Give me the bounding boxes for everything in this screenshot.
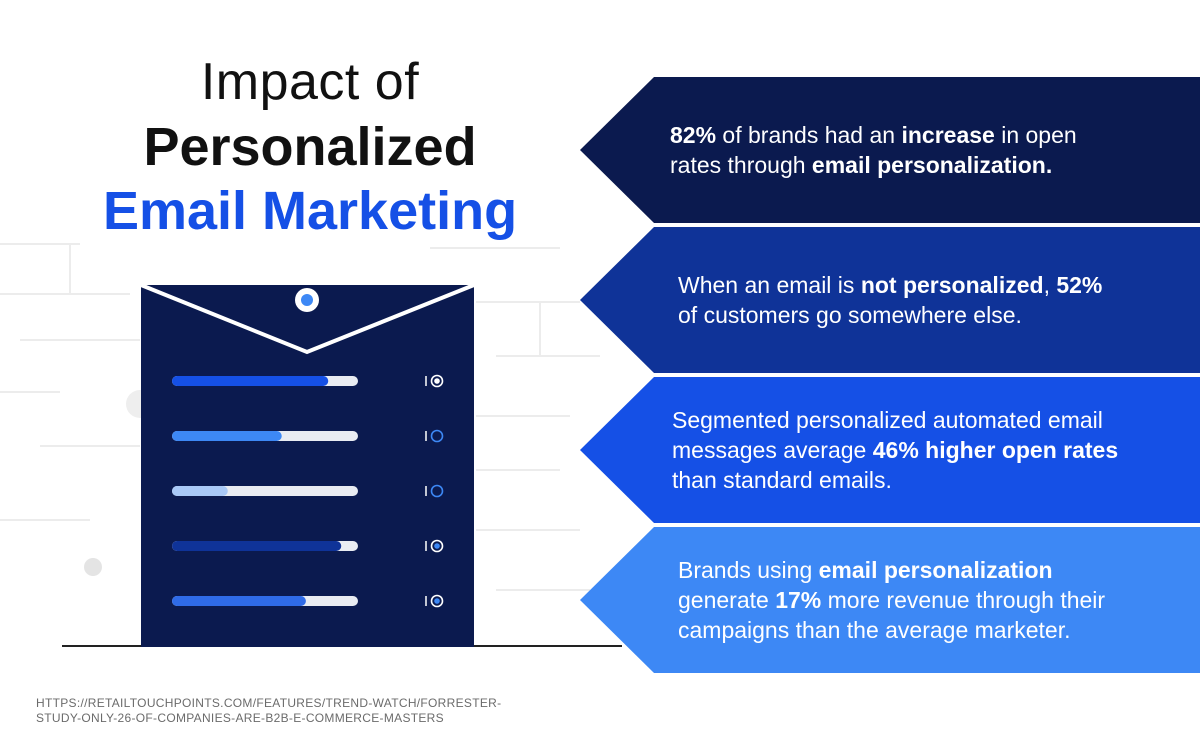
stat-highlight: increase (901, 122, 995, 148)
radio-icon (430, 539, 444, 553)
stat-text-segment: campaigns than the average marketer. (678, 617, 1071, 643)
envelope-body (141, 285, 474, 647)
envelope-progress-fill (172, 541, 342, 551)
stat-highlight: 82% (670, 122, 717, 148)
stat-highlight: 17% (775, 587, 822, 613)
stat-text-segment: rates through (670, 152, 812, 178)
stat-text-4: Brands using email personalization genera… (678, 527, 1105, 673)
stat-text-segment: of brands had an (716, 122, 902, 148)
radio-dot-icon (434, 543, 440, 549)
stat-banner-3: Segmented personalized automated email me… (580, 377, 1200, 523)
stat-highlight: not personalized (860, 272, 1044, 298)
stat-text-1: 82% of brands had an increase in open rat… (670, 77, 1077, 223)
envelope-progress-fill (172, 431, 282, 441)
stat-text-segment: generate (678, 587, 776, 613)
envelope-progress-fill (172, 596, 306, 606)
radio-dot-icon (434, 378, 440, 384)
stat-banner-1: 82% of brands had an increase in open rat… (580, 77, 1200, 223)
stat-banner-4: Brands using email personalization genera… (580, 527, 1200, 673)
source-citation: HTTPS://RETAILTOUCHPOINTS.COM/FEATURES/T… (36, 696, 502, 725)
envelope-progress-fill (172, 376, 329, 386)
stat-text-2: When an email is not personalized, 52% of… (678, 227, 1102, 373)
stat-text-segment: When an email is (678, 272, 861, 298)
radio-dot-icon (434, 598, 440, 604)
envelope-flap (140, 283, 475, 355)
stat-highlight: email personalization. (811, 152, 1053, 178)
envelope-illustration (62, 283, 622, 647)
stat-text-segment: of customers go somewhere else. (678, 302, 1022, 328)
radio-icon (430, 429, 444, 443)
stat-text-segment: Segmented personalized automated email (672, 407, 1103, 433)
radio-icon (430, 374, 444, 388)
envelope-progress-fill (172, 486, 228, 496)
stat-highlight: email personalization (818, 557, 1053, 583)
radio-icon (430, 594, 444, 608)
stat-highlight: 46% higher open rates (872, 437, 1119, 463)
stat-text-segment: than standard emails. (672, 467, 892, 493)
stat-banner-2: When an email is not personalized, 52% of… (580, 227, 1200, 373)
title-line-1: Impact of (200, 53, 420, 111)
stat-text-segment: in open (994, 122, 1077, 148)
title-line-2: Personalized (143, 117, 477, 177)
stat-text-segment: , (1043, 272, 1057, 298)
stat-text-segment: messages average (672, 437, 873, 463)
stat-text-segment: Brands using (678, 557, 819, 583)
title-line-3: Email Marketing (102, 181, 518, 241)
radio-icon (430, 484, 444, 498)
deco-dot (84, 558, 102, 576)
stat-text-segment: more revenue through their (821, 587, 1106, 613)
stat-text-3: Segmented personalized automated email me… (672, 377, 1118, 523)
stat-highlight: 52% (1056, 272, 1103, 298)
